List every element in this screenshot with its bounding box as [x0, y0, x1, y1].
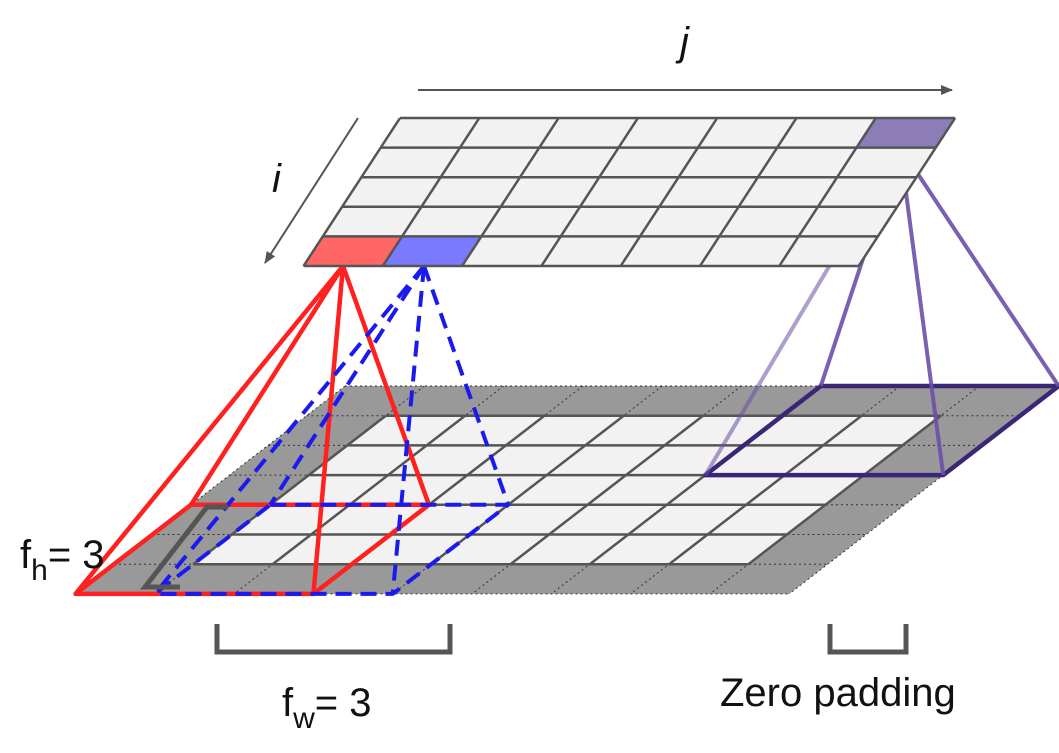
- fw-label-sub: w: [292, 702, 315, 735]
- purple-filter-edge: [898, 145, 1059, 388]
- fh-label-base: f: [20, 533, 32, 577]
- fw-label: fw= 3: [282, 681, 372, 735]
- red-filter-edge: [340, 265, 432, 506]
- purple-filter-edge: [898, 146, 946, 476]
- input-grid-col: [509, 414, 704, 566]
- output-grid-col: [461, 117, 560, 267]
- output-cells: [303, 118, 956, 266]
- output-grid-col: [857, 117, 957, 267]
- blue-filter-edge: [422, 265, 511, 506]
- fh-label-eq: = 3: [48, 533, 105, 577]
- red-filter-edge: [73, 264, 345, 596]
- output-grid-col: [698, 117, 798, 267]
- input-grid-col: [430, 414, 625, 566]
- blue-filter-edge: [390, 265, 426, 595]
- fh-label: fh= 3: [20, 533, 105, 587]
- j-label: j: [675, 20, 690, 64]
- output-grid-col: [302, 117, 402, 267]
- output-grid-col: [778, 117, 877, 267]
- output-cell-purple: [856, 118, 956, 148]
- output-grid-col: [381, 117, 481, 267]
- fh-bracket: [139, 504, 228, 590]
- red-filter-edge: [311, 265, 346, 595]
- input-layer: [75, 385, 1059, 595]
- input-cells: [193, 415, 941, 565]
- fw-label-base: f: [282, 681, 294, 725]
- blue-filter-edge: [268, 264, 426, 506]
- zero-padding-label: Zero padding: [720, 671, 956, 715]
- output-layer: [302, 116, 957, 268]
- input-grid-col: [271, 414, 466, 566]
- fw-bracket: [214, 624, 453, 655]
- blue-filter-edge: [153, 264, 426, 596]
- red-filter-edge: [189, 264, 345, 507]
- i-axis-arrow: [264, 117, 359, 264]
- output-grid-col: [540, 117, 639, 267]
- zero-padding-bracket: [827, 624, 909, 655]
- output-grid-col: [619, 117, 719, 267]
- input-grid-col: [668, 414, 863, 566]
- i-label: i: [272, 157, 282, 201]
- output-cell-red: [303, 236, 403, 266]
- fw-label-eq: = 3: [315, 681, 372, 725]
- input-grid-col: [747, 414, 942, 566]
- output-cell-blue: [382, 236, 482, 266]
- fh-label-sub: h: [31, 554, 48, 587]
- padding-grid-col: [75, 385, 346, 595]
